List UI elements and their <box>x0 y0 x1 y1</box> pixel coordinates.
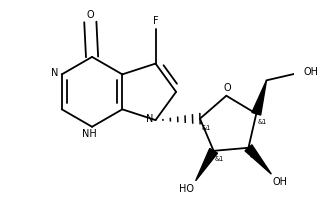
Text: F: F <box>153 16 159 26</box>
Text: O: O <box>223 83 231 93</box>
Polygon shape <box>245 145 271 174</box>
Text: HO: HO <box>179 184 194 194</box>
Text: OH: OH <box>304 67 319 77</box>
Text: NH: NH <box>82 129 97 139</box>
Text: N: N <box>51 68 58 78</box>
Text: &1: &1 <box>250 153 259 159</box>
Text: N: N <box>146 114 153 124</box>
Text: &1: &1 <box>215 156 224 162</box>
Text: OH: OH <box>273 177 288 187</box>
Text: &1: &1 <box>257 119 267 125</box>
Polygon shape <box>195 149 217 181</box>
Text: &1: &1 <box>202 125 211 131</box>
Text: O: O <box>87 10 94 20</box>
Polygon shape <box>252 80 266 115</box>
